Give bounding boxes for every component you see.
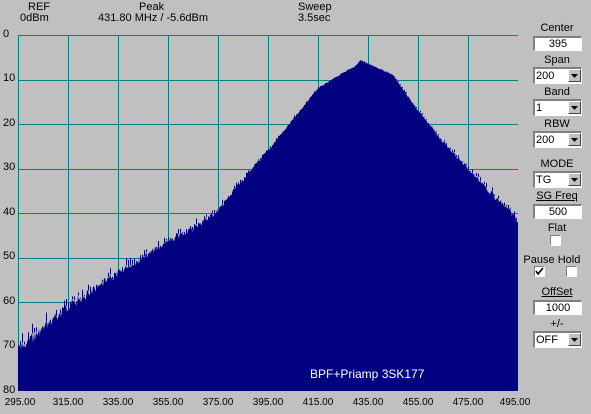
x-tick-label: 375.00 [202, 397, 234, 408]
plusminus-select[interactable]: OFF [533, 331, 582, 348]
x-tick-label: 335.00 [102, 397, 134, 408]
offset-field[interactable]: 1000 [533, 300, 582, 315]
rbw-value: 200 [536, 134, 555, 146]
sweep-label: Sweep [298, 1, 332, 13]
flat-checkbox[interactable] [550, 235, 561, 246]
span-select[interactable]: 200 [533, 67, 582, 84]
y-tick-label: 10 [3, 72, 16, 84]
plusminus-label: +/- [550, 318, 564, 330]
y-tick-label: 0 [3, 28, 10, 40]
y-tick-label: 30 [3, 161, 16, 173]
chevron-down-icon[interactable] [568, 333, 581, 346]
span-label: Span [544, 54, 570, 66]
offset-label: OffSet [541, 286, 573, 298]
sgfreq-field[interactable]: 500 [533, 204, 582, 219]
rbw-label: RBW [544, 118, 570, 130]
x-tick-label: 355.00 [152, 397, 184, 408]
y-tick-label: 80 [3, 384, 16, 396]
x-tick-label: 475.00 [452, 397, 484, 408]
rbw-select[interactable]: 200 [533, 131, 582, 148]
peak-value: 431.80 MHz / -5.6dBm [98, 12, 209, 24]
sweep-value: 3.5sec [298, 12, 331, 24]
chevron-down-icon[interactable] [568, 133, 581, 146]
y-tick-label: 20 [3, 117, 16, 129]
x-tick-label: 315.00 [52, 397, 84, 408]
flat-label: Flat [547, 222, 567, 234]
trace-annotation: BPF+Priamp 3SK177 [310, 367, 425, 381]
ref-value: 0dBm [20, 12, 49, 24]
y-tick-label: 70 [3, 339, 16, 351]
spectrum-plot[interactable]: BPF+Priamp 3SK177 [18, 35, 518, 391]
x-tick-label: 455.00 [402, 397, 434, 408]
pause-checkbox[interactable] [534, 266, 545, 277]
chevron-down-icon[interactable] [568, 173, 581, 186]
hold-checkbox[interactable] [566, 266, 577, 277]
y-tick-label: 60 [3, 295, 16, 307]
x-tick-label: 395.00 [252, 397, 284, 408]
spectrum-trace [18, 60, 518, 391]
x-tick-label: 495.00 [499, 397, 531, 408]
hold-label: Hold [557, 254, 581, 266]
check-icon [535, 267, 544, 276]
y-tick-label: 40 [3, 206, 16, 218]
mode-value: TG [536, 174, 552, 186]
peak-label: Peak [139, 1, 165, 13]
spectrum-noise [18, 60, 518, 351]
mode-label: MODE [540, 158, 574, 170]
ref-label: REF [28, 1, 50, 13]
spectrum-svg: BPF+Priamp 3SK177 [18, 35, 518, 391]
band-label: Band [544, 86, 570, 98]
sgfreq-label: SG Freq [536, 190, 578, 202]
y-tick-label: 50 [3, 250, 16, 262]
center-label: Center [540, 22, 574, 34]
span-value: 200 [536, 70, 555, 82]
mode-select[interactable]: TG [533, 171, 582, 188]
control-panel: Center 395 Span 200 Band 1 RBW 200 MODE … [523, 0, 584, 414]
x-tick-label: 415.00 [302, 397, 334, 408]
x-tick-label: 435.00 [352, 397, 384, 408]
chevron-down-icon[interactable] [568, 101, 581, 114]
band-select[interactable]: 1 [533, 99, 582, 116]
center-field[interactable]: 395 [533, 36, 582, 51]
x-tick-label: 295.00 [4, 397, 36, 408]
band-value: 1 [536, 102, 543, 114]
chevron-down-icon[interactable] [568, 69, 581, 82]
pause-label: Pause [523, 254, 555, 266]
plusminus-value: OFF [536, 334, 558, 346]
